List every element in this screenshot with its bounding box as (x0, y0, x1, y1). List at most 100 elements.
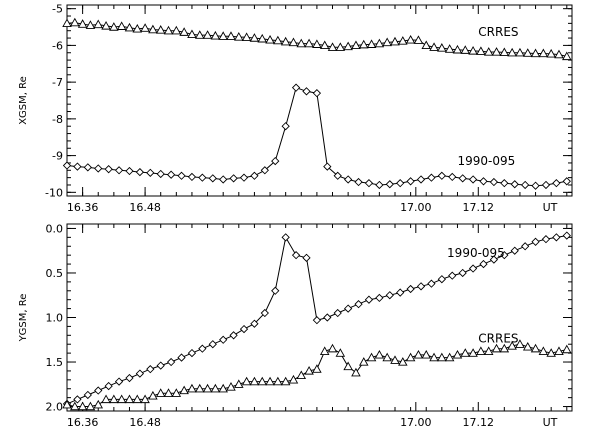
series-label: 1990-095 (447, 246, 505, 260)
data-point-triangle (148, 24, 158, 34)
data-point-diamond (146, 168, 155, 177)
data-point-diamond (458, 268, 467, 278)
data-point-diamond (406, 284, 415, 294)
data-point-diamond (198, 173, 207, 182)
data-point-triangle (257, 376, 267, 386)
data-point-diamond (260, 308, 269, 318)
data-point-triangle (421, 349, 431, 359)
data-point-triangle (327, 42, 338, 51)
data-point-triangle (327, 343, 338, 353)
data-point-triangle (101, 21, 111, 30)
data-point-triangle (374, 38, 385, 48)
x-tick-label: 17.12 (463, 416, 495, 429)
data-point-diamond (208, 174, 217, 183)
data-point-triangle (468, 348, 478, 357)
data-point-triangle (124, 22, 135, 32)
data-point-triangle (398, 357, 408, 366)
data-point-diamond (135, 167, 145, 177)
data-point-diamond (385, 291, 394, 300)
data-point-diamond (323, 162, 332, 171)
data-point-diamond (114, 377, 124, 386)
data-point-triangle (546, 348, 556, 357)
data-point-diamond (62, 161, 72, 170)
data-point-triangle (187, 383, 197, 393)
data-point-diamond (333, 308, 342, 318)
data-point-triangle (413, 35, 424, 44)
data-point-triangle (398, 36, 408, 45)
data-point-triangle (319, 40, 330, 50)
data-point-triangle (218, 31, 228, 40)
data-point-diamond (375, 180, 384, 190)
data-point-triangle (421, 40, 431, 50)
data-point-triangle (522, 341, 533, 351)
x-unit-label: UT (543, 201, 558, 214)
data-point-triangle (491, 47, 502, 56)
data-point-diamond (552, 233, 561, 242)
data-point-triangle (437, 43, 447, 52)
data-point-triangle (554, 346, 564, 355)
data-point-triangle (85, 20, 96, 29)
data-point-triangle (249, 376, 260, 386)
data-point-triangle (273, 35, 283, 45)
data-point-triangle (218, 383, 228, 393)
data-point-diamond (73, 162, 82, 171)
data-point-triangle (452, 349, 463, 359)
data-point-triangle (530, 343, 541, 353)
data-point-triangle (351, 40, 361, 50)
data-point-diamond (541, 235, 551, 244)
data-point-triangle (77, 19, 88, 28)
data-point-diamond (333, 171, 342, 180)
y-tick-label: 0.5 (46, 267, 64, 280)
data-point-diamond (541, 180, 551, 190)
data-point-diamond (510, 246, 519, 255)
data-point-diamond (73, 395, 82, 404)
y-tick-label: -10 (45, 186, 63, 199)
data-point-triangle (335, 42, 346, 51)
y-tick-label: 1.5 (46, 356, 64, 369)
data-point-diamond (208, 340, 217, 349)
data-point-triangle (343, 41, 353, 51)
data-point-diamond (385, 180, 394, 189)
data-point-triangle (390, 355, 400, 364)
y-tick-label: -9 (52, 150, 63, 163)
data-point-diamond (291, 251, 301, 260)
data-point-triangle (374, 349, 385, 359)
data-point-triangle (358, 357, 369, 366)
data-point-diamond (94, 164, 103, 173)
data-point-triangle (265, 34, 275, 44)
data-point-triangle (343, 361, 353, 371)
data-point-diamond (364, 295, 374, 304)
data-point-diamond (521, 180, 530, 190)
data-point-triangle (124, 394, 135, 404)
data-point-triangle (444, 352, 455, 362)
data-point-diamond (510, 180, 519, 189)
data-point-triangle (234, 32, 244, 41)
data-point-diamond (489, 255, 499, 264)
data-point-diamond (416, 175, 426, 184)
data-point-triangle (280, 376, 291, 386)
data-point-diamond (427, 279, 436, 288)
data-point-triangle (140, 23, 150, 32)
data-point-triangle (483, 47, 494, 56)
data-point-diamond (489, 177, 499, 187)
data-point-diamond (156, 361, 165, 370)
data-point-triangle (460, 348, 471, 357)
data-point-diamond (354, 177, 363, 187)
data-point-triangle (257, 33, 267, 43)
data-point-diamond (281, 122, 290, 131)
data-point-triangle (163, 388, 174, 397)
data-point-triangle (319, 346, 330, 355)
data-point-diamond (343, 175, 353, 184)
data-point-triangle (366, 39, 377, 48)
data-point-diamond (177, 353, 186, 362)
data-point-diamond (146, 365, 155, 374)
x-tick-label: 17.00 (400, 201, 432, 214)
y-tick-label: -6 (52, 39, 63, 52)
x-tick-label: 16.48 (129, 416, 161, 429)
x-unit-label: UT (543, 416, 558, 429)
data-point-triangle (382, 352, 392, 362)
data-point-diamond (406, 177, 415, 186)
data-point-diamond (239, 324, 249, 334)
x-tick-label: 16.36 (67, 416, 99, 429)
